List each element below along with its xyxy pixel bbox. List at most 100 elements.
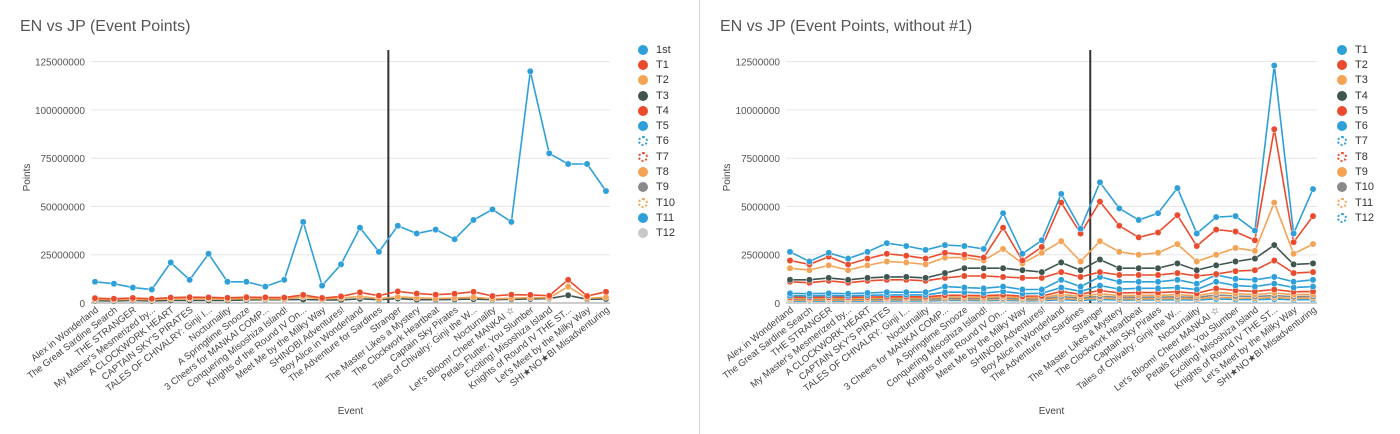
data-point-T3 [1270,199,1278,207]
data-point-T6 [960,284,968,292]
data-point-T1 [526,291,534,299]
data-point-1st [110,280,118,288]
data-point-T3 [1251,247,1259,255]
data-point-T1 [980,245,988,253]
data-point-T4 [864,274,871,282]
legend-label: T11 [1355,196,1374,209]
data-point-T4 [1038,268,1046,276]
data-point-T3 [844,266,852,274]
legend-item-T10: T10 [1337,180,1374,195]
data-point-T4 [825,274,833,282]
chart-panel-left: EN vs JP (Event Points) 0 25000000 5000000… [20,18,675,417]
data-point-T7 [1115,285,1123,293]
data-point-T1 [224,294,231,302]
data-point-T4 [844,276,852,284]
legend-swatch [638,90,648,101]
legend-item-T12: T12 [638,226,675,241]
x-axis-title: Event [338,406,364,417]
series-line-T11 [789,296,1314,302]
data-point-T2 [1251,236,1259,244]
data-point-T7 [1135,284,1143,292]
data-point-T1 [1154,209,1162,217]
data-point-T1 [922,246,930,254]
data-point-T2 [564,283,572,291]
data-point-1st [413,230,421,237]
data-point-1st [224,278,231,286]
data-point-1st [186,276,194,284]
data-point-T6 [825,289,833,297]
data-point-T5 [1270,257,1278,264]
legend-item-T1: T1 [638,57,675,72]
data-point-T6 [844,290,852,298]
data-point-T1 [186,293,194,301]
data-point-T5 [1193,272,1201,280]
data-point-T3 [1154,249,1162,257]
data-point-T1 [148,295,156,303]
data-point-T1 [1309,185,1317,193]
data-point-T6 [902,288,910,296]
series-line-T4 [790,244,1314,281]
legend-right: T1 T2 T3 T4 T5 T6 T7 T8 T9 T10 T11 T12 [1337,42,1374,226]
data-point-T3 [805,266,813,274]
data-point-T4 [902,273,910,281]
data-point-T8 [1270,286,1278,293]
legend-item-T6: T6 [1337,118,1374,133]
legend-label: T4 [1355,89,1368,102]
y-tick-label: 10000000 [736,106,781,117]
data-point-T2 [1173,211,1181,219]
data-point-T1 [280,294,288,302]
data-point-T3 [999,245,1007,253]
data-point-T1 [1057,190,1065,198]
legend-swatch [638,228,648,239]
legend-item-T1: T1 [1337,42,1374,57]
data-point-T5 [999,273,1007,281]
data-point-T1 [805,258,813,265]
data-point-T2 [1096,198,1104,206]
data-point-T1 [883,239,891,247]
data-point-T7 [1154,284,1162,292]
data-point-T1 [242,293,250,301]
data-point-T5 [1309,268,1317,276]
legend-item-T5: T5 [638,118,675,133]
data-point-T4 [1154,264,1162,272]
data-point-T2 [1154,229,1162,236]
legend-swatch [1337,212,1347,223]
data-point-T2 [980,254,988,262]
data-point-T2 [1212,226,1220,234]
legend-swatch [1337,197,1347,208]
data-point-T1 [91,294,99,302]
legend-item-T10: T10 [638,195,675,210]
data-point-T4 [922,274,930,282]
data-point-T1 [1018,250,1026,258]
legend-label: T1 [1355,43,1368,56]
data-point-T2 [883,250,891,258]
data-point-T6 [980,284,988,292]
data-point-T1 [337,292,345,300]
data-point-T6 [883,288,891,296]
data-point-T3 [1077,258,1085,265]
legend-label: T4 [656,104,669,117]
data-point-T6 [1193,280,1201,288]
legend-swatch [1337,90,1347,101]
data-point-T2 [941,249,949,257]
data-point-1st [318,282,326,290]
series-line-T3 [94,294,607,302]
data-point-T1 [394,287,402,295]
chart-title-left: EN vs JP (Event Points) [20,18,191,35]
data-point-T3 [883,258,891,265]
data-point-T2 [922,255,930,263]
legend-swatch [638,44,648,55]
data-point-T1 [1173,184,1181,192]
data-point-T6 [999,283,1007,291]
chart-panel-right: EN vs JP (Event Points, without #1) 0 250… [700,0,1400,434]
legend-label: T6 [1355,120,1368,133]
series-line-T2 [94,285,607,301]
legend-swatch [638,182,648,193]
data-point-T5 [1154,271,1162,279]
data-point-T5 [1096,268,1104,276]
data-point-T4 [1057,259,1065,266]
data-point-T2 [960,251,968,259]
series-line-T1 [94,278,607,300]
data-point-1st [280,276,288,284]
legend-swatch [638,121,648,132]
